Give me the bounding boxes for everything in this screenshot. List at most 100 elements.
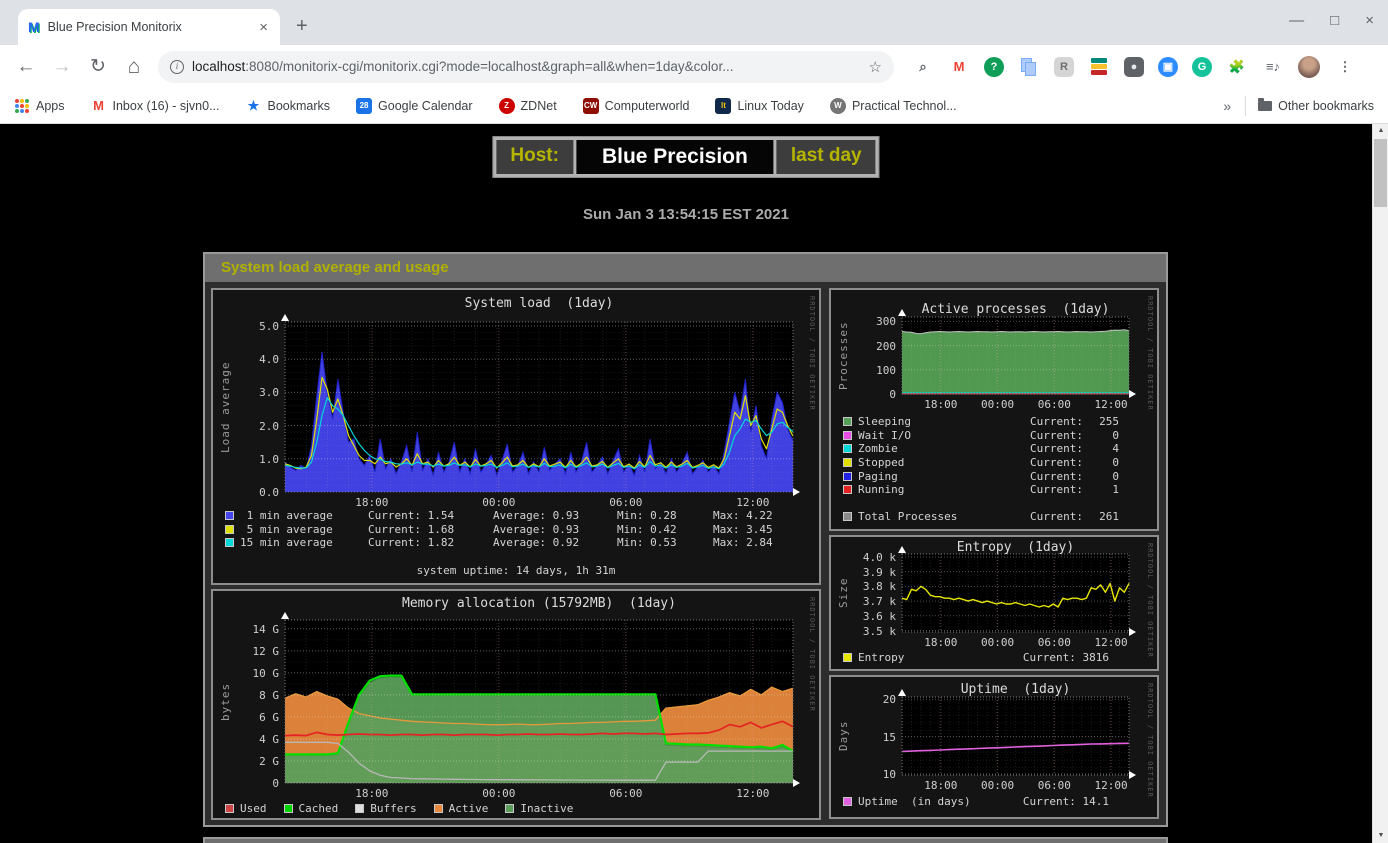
legend-row: Total Processes Current: 261: [843, 510, 1149, 524]
legend-item: Active: [433, 802, 488, 815]
legend-color-box: [843, 511, 852, 521]
legend-color-box: [843, 653, 852, 663]
extensions-puzzle-icon[interactable]: 🧩: [1228, 58, 1246, 74]
home-button[interactable]: ⌂: [127, 54, 141, 78]
x-tick-label: 12:00: [1094, 398, 1128, 411]
x-tick-label: 00:00: [981, 779, 1015, 792]
page-info-icon[interactable]: i: [170, 59, 184, 74]
x-tick-label: 18:00: [924, 779, 958, 792]
window-close-button[interactable]: ×: [1365, 12, 1374, 29]
books-icon[interactable]: [1088, 56, 1110, 78]
scrollbar-down-arrow[interactable]: ▼: [1377, 832, 1385, 839]
reload-button[interactable]: ↻: [90, 56, 106, 77]
bookmark-label: Bookmarks: [267, 98, 331, 113]
rrdtool-credit: RRDTOOL / TOBI OETIKER: [808, 597, 816, 712]
bookmark-label: Inbox (16) - sjvn0...: [112, 98, 220, 113]
y-tick-label: 4 G: [259, 732, 279, 746]
graph-panel-memory-allocation[interactable]: Memory allocation (15792MB) (1day) bytes 0…: [211, 589, 821, 820]
forward-button[interactable]: →: [52, 55, 72, 77]
other-bookmarks-button[interactable]: Other bookmarks: [1258, 97, 1374, 113]
legend-color-box: [843, 458, 852, 468]
x-tick-label: 12:00: [1094, 779, 1128, 792]
page-scrollbar[interactable]: ▲ ▼: [1372, 124, 1388, 843]
graph-title: Entropy (1day): [956, 540, 1075, 555]
phone-icon[interactable]: ?: [984, 56, 1004, 77]
rrdtool-credit: RRDTOOL / TOBI OETIKER: [1146, 296, 1154, 411]
legend-item: Buffers: [355, 802, 417, 815]
next-section-header-partial: [203, 837, 1168, 843]
legend-color-box: [225, 804, 234, 813]
y-tick-label: 2 G: [259, 754, 279, 768]
graph-panel-entropy[interactable]: Entropy (1day) Size 3.5 k 3.6 k 3.7 k 3.8 k 3.…: [829, 535, 1159, 671]
bookmarks-overflow-chevron[interactable]: »: [1223, 97, 1232, 114]
r-extension-icon[interactable]: R: [1054, 56, 1074, 77]
bookmark-practical-technology[interactable]: W Practical Technol...: [829, 97, 957, 114]
y-tick-label: 3.9 k: [862, 565, 896, 579]
url-text: localhost:8080/monitorix-cgi/monitorix.c…: [192, 59, 734, 74]
legend-color-box: [843, 444, 852, 454]
current-datetime: Sun Jan 3 13:54:15 EST 2021: [583, 206, 789, 223]
bookmark-inbox[interactable]: M Inbox (16) - sjvn0...: [91, 98, 220, 114]
tab-close-icon[interactable]: ×: [259, 18, 268, 36]
browser-tab[interactable]: M Blue Precision Monitorix ×: [18, 9, 280, 45]
url-bar[interactable]: i localhost:8080/monitorix-cgi/monitorix…: [158, 50, 894, 83]
scrollbar-up-arrow[interactable]: ▲: [1377, 127, 1385, 134]
back-button[interactable]: ←: [16, 55, 36, 77]
graph-panel-uptime[interactable]: Uptime (1day) Days 10 15 20 18:00 00:00 06:00 12…: [829, 675, 1159, 819]
y-tick-label: 4.0 k: [862, 550, 896, 564]
y-tick-label: 300: [876, 315, 896, 329]
legend-row: Entropy Current: 3816: [843, 651, 1149, 665]
legend-item: Used: [225, 802, 267, 815]
graph-legend: Used Cached Buffers Active Inactive: [225, 802, 811, 815]
bookmark-star-icon[interactable]: ☆: [868, 58, 882, 76]
rrdtool-credit: RRDTOOL / TOBI OETIKER: [1146, 543, 1154, 658]
uptime-footer: system uptime: 14 days, 1h 31m: [416, 564, 616, 577]
bookmark-zdnet[interactable]: Z ZDNet: [498, 97, 557, 114]
bookmark-google-calendar[interactable]: 28 Google Calendar: [356, 97, 473, 114]
y-tick-label: 0: [272, 777, 279, 790]
graph-panel-active-processes[interactable]: Active processes (1day) Processes 0 100 200 3…: [829, 288, 1159, 531]
window-maximize-button[interactable]: □: [1330, 12, 1340, 29]
plot-area: [898, 689, 1136, 779]
graph-title: Active processes (1day): [921, 302, 1110, 317]
legend-color-box: [283, 804, 293, 813]
bookmark-icon: Z: [498, 97, 515, 114]
bookmark-apps[interactable]: Apps: [14, 98, 65, 114]
legend-row: Uptime (in days) Current: 14.1: [843, 795, 1149, 809]
graph-panel-system-load[interactable]: System load (1day) Load average 0.0 1.0 2.0 3…: [211, 288, 821, 585]
grammarly-icon[interactable]: G: [1192, 56, 1212, 77]
bookmark-icon: [14, 98, 30, 114]
y-tick-label: 0.0: [259, 486, 279, 499]
x-tick-label: 18:00: [924, 398, 958, 411]
x-tick-label: 00:00: [482, 787, 516, 800]
host-header: Host: Blue Precision last day: [492, 136, 880, 178]
avatar[interactable]: [1298, 55, 1320, 78]
legend-color-box: [225, 524, 234, 534]
y-tick-label: 3.7 k: [862, 595, 896, 609]
scrollbar-thumb[interactable]: [1374, 139, 1387, 207]
graph-title: Uptime (1day): [960, 682, 1071, 697]
gmail-icon[interactable]: M: [953, 59, 965, 74]
person-icon[interactable]: ●: [1124, 56, 1144, 77]
bookmarks-divider: [1245, 95, 1247, 116]
y-tick-label: 15: [882, 730, 896, 744]
system-load-section: System load average and usage System loa…: [203, 252, 1168, 827]
x-tick-label: 18:00: [924, 636, 958, 649]
y-tick-label: 8 G: [259, 688, 279, 702]
bookmark-computerworld[interactable]: CW Computerworld: [582, 97, 689, 114]
bookmark-icon: W: [829, 97, 846, 114]
playlist-icon[interactable]: ≡♪: [1265, 59, 1281, 74]
window-minimize-button[interactable]: —: [1289, 12, 1305, 29]
bookmark-linux-today[interactable]: lt Linux Today: [715, 97, 804, 114]
menu-dots-icon[interactable]: ⋮: [1338, 58, 1352, 74]
legend-color-box: [843, 430, 852, 440]
zoom-camera-icon[interactable]: ▣: [1158, 56, 1178, 77]
new-tab-button[interactable]: +: [296, 15, 308, 37]
search-icon[interactable]: ⌕: [919, 58, 927, 74]
x-tick-label: 00:00: [482, 496, 516, 509]
bookmark-bookmarks[interactable]: ★ Bookmarks: [246, 98, 331, 114]
extension-icons-row: ⌕ M? R ● ▣ G 🧩 ≡♪ ⋮: [912, 55, 1356, 78]
legend-row: Zombie Current: 4: [843, 442, 1149, 456]
copy-pages-icon[interactable]: [1018, 56, 1040, 78]
y-tick-label: 10: [882, 767, 896, 781]
